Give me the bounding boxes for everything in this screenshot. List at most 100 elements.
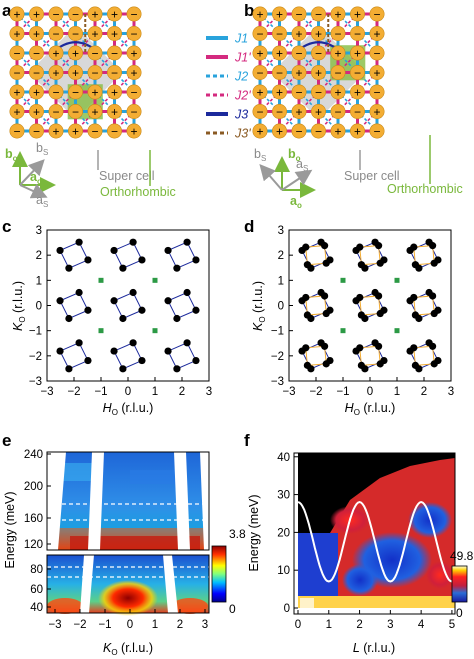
peak-dot	[164, 347, 172, 355]
x-axis-label-f: L (r.l.u.)	[353, 641, 395, 655]
spin-site	[87, 45, 103, 61]
x-tick-label: 0	[127, 619, 133, 631]
x-tick-label: 2	[179, 386, 185, 398]
spin-sign: +	[295, 27, 302, 41]
peak-square	[59, 342, 89, 370]
y-tick-label: 200	[24, 481, 43, 493]
spin-site	[87, 6, 103, 22]
spin-site	[87, 123, 103, 139]
spin-site	[9, 45, 25, 61]
spin-site	[271, 84, 287, 100]
spin-site	[48, 25, 64, 41]
spin-sign: −	[13, 125, 20, 139]
plot-frame-d	[288, 229, 452, 382]
peak-square	[167, 291, 197, 320]
panel-b: b + + − − + + −− − + + − − ++ + − − + + −− − + + − − ++ + − − + + −− − +…	[244, 1, 463, 210]
spin-sign: −	[111, 47, 118, 61]
spin-sign: −	[52, 8, 59, 22]
peak-dot	[317, 339, 325, 347]
x-tick-label: 1	[152, 619, 158, 631]
spin-sign: −	[111, 125, 118, 139]
peak-dot	[183, 238, 191, 246]
peak-dot	[434, 306, 442, 314]
spin-site	[349, 104, 365, 120]
spin-site	[291, 25, 307, 41]
exchange-legend: J1 J1' J2 J2' J3 J3'	[206, 32, 251, 141]
spin-lattice-b: + + − − + + −− − + + − − ++ + − − + + −− − + + − − ++ + − − + + −− − + + −…	[252, 6, 385, 139]
peak-dot	[138, 256, 146, 264]
spin-site	[310, 123, 326, 139]
peak-dot	[352, 246, 360, 255]
a-s-arrow-a	[19, 183, 48, 199]
y-tick-label: −1	[271, 326, 284, 338]
peak-dot	[110, 297, 118, 305]
spin-sign: +	[130, 66, 137, 80]
spin-sign: +	[295, 105, 302, 119]
spin-site	[349, 25, 365, 41]
peak-dot	[129, 339, 137, 347]
panel-c: c −3 −2 −1 0 1 2 3 3 2 1 0 −1 −2 −3 HO (r.l.u.) KO (r…	[2, 217, 212, 417]
spin-site	[107, 45, 123, 61]
spin-site	[107, 25, 123, 41]
spin-sign: −	[373, 86, 380, 100]
svg-text:bS: bS	[254, 147, 266, 163]
spin-sign: −	[91, 47, 98, 61]
nuclear-peak	[98, 277, 104, 283]
spin-sign: −	[111, 66, 118, 80]
spin-site	[330, 84, 346, 100]
spin-site	[126, 45, 142, 61]
spin-sign: −	[334, 66, 341, 80]
peak-dot	[317, 288, 325, 297]
spin-sign: +	[91, 105, 98, 119]
spin-site	[291, 45, 307, 61]
peak-square	[113, 291, 143, 320]
x-tick-label: −3	[282, 386, 295, 398]
peak-dot	[119, 314, 127, 323]
peak-dot	[65, 264, 73, 272]
y-tick-label: 0	[278, 301, 284, 313]
panel-d: d −3 −2 −1 0 1 2 3 3 2 1 0 −1 −2 −3 HO (r.l.u.) KO (r…	[244, 217, 454, 417]
spin-sign: +	[373, 27, 380, 41]
nuclear-peak	[340, 328, 346, 334]
spin-site	[87, 104, 103, 120]
legend-label: J3	[234, 108, 248, 122]
b-s-arrow-b	[259, 163, 283, 191]
axis-ticks-c: −3 −2 −1 0 1 2 3 3 2 1 0 −1 −2 −3	[29, 225, 212, 398]
x-tick-label: −2	[309, 386, 322, 398]
y-tick-label: 120	[24, 539, 43, 551]
spin-site	[9, 25, 25, 41]
y-tick-label: −2	[29, 351, 42, 363]
spin-site	[252, 45, 268, 61]
spin-site	[271, 25, 287, 41]
spin-sign: +	[52, 66, 59, 80]
spin-site	[126, 84, 142, 100]
y-tick-label: 10	[277, 565, 290, 577]
peak-dot	[371, 339, 379, 347]
spin-site	[28, 84, 44, 100]
y-tick-label: 0	[36, 301, 42, 313]
x-tick-label: 2	[421, 386, 427, 398]
x-axis-label-c: HO (r.l.u.)	[103, 401, 154, 417]
spin-sign: −	[52, 27, 59, 41]
svg-text:aS: aS	[296, 157, 308, 173]
peak-dot	[434, 356, 442, 365]
x-tick-label: 0	[125, 386, 131, 398]
peak-dot	[371, 238, 379, 246]
peak-dot	[425, 238, 433, 246]
spin-site	[68, 84, 84, 100]
spin-site	[252, 104, 268, 120]
peak-dot	[129, 238, 137, 246]
spin-site	[252, 65, 268, 81]
spin-sign: +	[111, 27, 118, 41]
spin-sign: +	[315, 27, 322, 41]
spin-sign: +	[315, 66, 322, 80]
peak-dot	[298, 297, 306, 305]
x-tick-label: 3	[202, 619, 208, 631]
spin-site	[330, 123, 346, 139]
spin-sign: −	[295, 86, 302, 100]
peak-dot	[129, 288, 137, 297]
spin-lattice-a: + + − − + + −+ + − − + + −− − + + − − +− − + + − − ++ + − − + + −+ + − − +…	[9, 6, 142, 139]
colorbar-f	[451, 565, 468, 603]
spin-site	[349, 123, 365, 139]
